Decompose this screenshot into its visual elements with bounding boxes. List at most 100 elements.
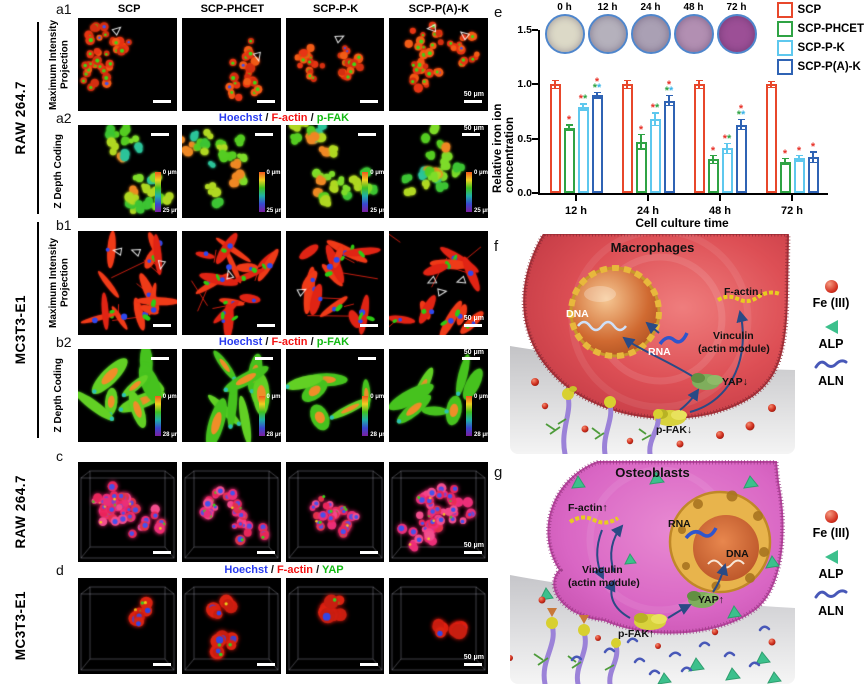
- circle-el: [510, 655, 513, 661]
- path-el: [758, 625, 771, 632]
- x-tick-mark: [719, 195, 721, 201]
- bar-SCP-72 h: [765, 84, 777, 193]
- dish-time-label: 0 h: [557, 2, 572, 13]
- div-el: **: [584, 82, 610, 93]
- scale-bar: [360, 663, 379, 666]
- caption-row-a2: a2 Hoechst / F-actin / p-FAK: [40, 110, 488, 126]
- circle-el: [693, 515, 759, 581]
- panel-label-a1: a1: [56, 1, 72, 17]
- bar-SCP-P-K-72 h: [793, 158, 805, 193]
- span-el: *: [782, 147, 788, 160]
- f-actin-label-f: F-actin↓: [724, 286, 764, 298]
- span-el: *: [666, 79, 672, 92]
- div-el: [40, 462, 78, 562]
- error-bar: [698, 81, 700, 88]
- path-el: [570, 655, 583, 662]
- error-bar: [582, 104, 584, 110]
- row-label-mip-b: Maximum Intensity Projection: [47, 237, 71, 329]
- circle-el: [745, 573, 755, 583]
- circle-el: [676, 440, 684, 448]
- microscopy-panel-b2-3: 0 μm 28 μm: [285, 349, 385, 442]
- scale-bar: [464, 551, 482, 554]
- depth-min-label: 0 μm: [474, 394, 488, 400]
- error-cap: [579, 109, 587, 111]
- alp-label: ALP: [818, 567, 844, 581]
- stain-sep: /: [307, 112, 317, 124]
- span-el: Relative iron ion concentration: [492, 103, 516, 193]
- span-el: *: [592, 81, 597, 94]
- significance-marks: **: [570, 94, 596, 105]
- span-el: *: [597, 81, 602, 94]
- microscopy-panel-c-4: 50 μm: [389, 462, 488, 562]
- macrophages-title: Macrophages: [610, 240, 695, 255]
- stain-hoechst: Hoechst: [218, 112, 263, 124]
- significance-marks: *: [772, 148, 798, 159]
- error-cap: [551, 79, 559, 82]
- span-el: *: [710, 144, 716, 157]
- fe-label: Fe (III): [812, 296, 850, 310]
- cell-line-label-raw-c: RAW 264.7: [12, 475, 28, 549]
- caption-row-b2: b2 Hoechst / F-actin / p-FAK: [40, 334, 488, 350]
- circle-el: [655, 643, 661, 649]
- div-el: SCP SCP-PHCET SCP-P-K SCP-P(A)-K: [80, 3, 488, 15]
- ellipse-el: [584, 286, 616, 302]
- error-cap: [651, 112, 659, 114]
- significance-marks: *: [700, 145, 726, 156]
- ellipse-el: [569, 386, 577, 392]
- significance-marks: *: [786, 145, 812, 156]
- microscopy-image-a1-1: [78, 18, 177, 111]
- osteoblast-svg: [510, 460, 795, 684]
- microscopy-image-c-3: [285, 462, 385, 562]
- scale-bar: [464, 324, 482, 327]
- stain-hoechst: Hoechst: [224, 564, 268, 576]
- div-el: *: [700, 145, 726, 156]
- significance-marks: *: [556, 115, 582, 126]
- depth-max-label: 25 μm: [474, 208, 488, 214]
- circle-el: [682, 562, 690, 570]
- path-el: [545, 460, 785, 636]
- group-bracket: [37, 222, 39, 438]
- microscopy-block: a1 SCP SCP-PHCET SCP-P-K SCP-P(A)-K RAW …: [12, 1, 488, 674]
- scale-bar: [150, 357, 169, 360]
- depth-min-label: 0 μm: [370, 394, 385, 400]
- x-category-label: 48 h: [708, 205, 731, 217]
- legend-swatch: [776, 59, 793, 75]
- scale-bar: [150, 133, 169, 136]
- depth-colorbar: 0 μm 28 μm: [362, 394, 384, 438]
- ellipse-el: [651, 614, 667, 624]
- error-cap: [767, 86, 775, 89]
- p-fak-label-f: p-FAK↓: [656, 424, 693, 436]
- bar-SCP-P-K-48 h: [721, 148, 733, 193]
- stain-sep: /: [313, 564, 322, 576]
- depth-colorbar: 0 μm 25 μm: [154, 170, 177, 214]
- microscopy-panel-b1-3: [285, 231, 385, 335]
- span-el: *: [664, 84, 669, 97]
- path-el: [571, 474, 586, 489]
- row-label-zdc-a: Z Depth Coding: [53, 134, 65, 209]
- depth-colorbar: 0 μm 28 μm: [154, 394, 177, 438]
- depth-min-label: 0 μm: [162, 170, 177, 176]
- g-el: [510, 596, 776, 661]
- legend-swatch: [776, 40, 793, 56]
- significance-marks: *: [628, 124, 654, 135]
- div-el: Z Depth Coding: [40, 125, 78, 218]
- macrophage-svg: [510, 234, 795, 454]
- path-el: [725, 667, 741, 681]
- microscopy-panel-a2-4: 50 μm 0 μm 25 μm: [389, 125, 488, 218]
- actin-module-label-g: (actin module): [568, 577, 640, 589]
- x-axis-label: Cell culture time: [635, 216, 729, 230]
- stain-factin: F-actin: [276, 564, 314, 576]
- depth-max-label: 25 μm: [162, 208, 177, 214]
- div-el: 50 μm: [40, 462, 488, 562]
- div-el: **: [728, 109, 754, 120]
- dna-label-g: DNA: [726, 548, 749, 560]
- path-el: [712, 563, 729, 593]
- ellipse-el: [634, 613, 648, 623]
- path-el: [765, 555, 780, 569]
- chart-plot-area: 0.0 0.5 1.0 1.5 12 h * ** * ** 24 h * ** * ** 48 h * ** *…: [517, 24, 828, 217]
- path-el: [727, 605, 742, 619]
- depth-min-label: 0 μm: [266, 394, 281, 400]
- path-el: [814, 359, 848, 369]
- error-cap: [767, 80, 775, 83]
- div-el: Maximum Intensity Projection 50 μm a2 Ho…: [40, 18, 488, 218]
